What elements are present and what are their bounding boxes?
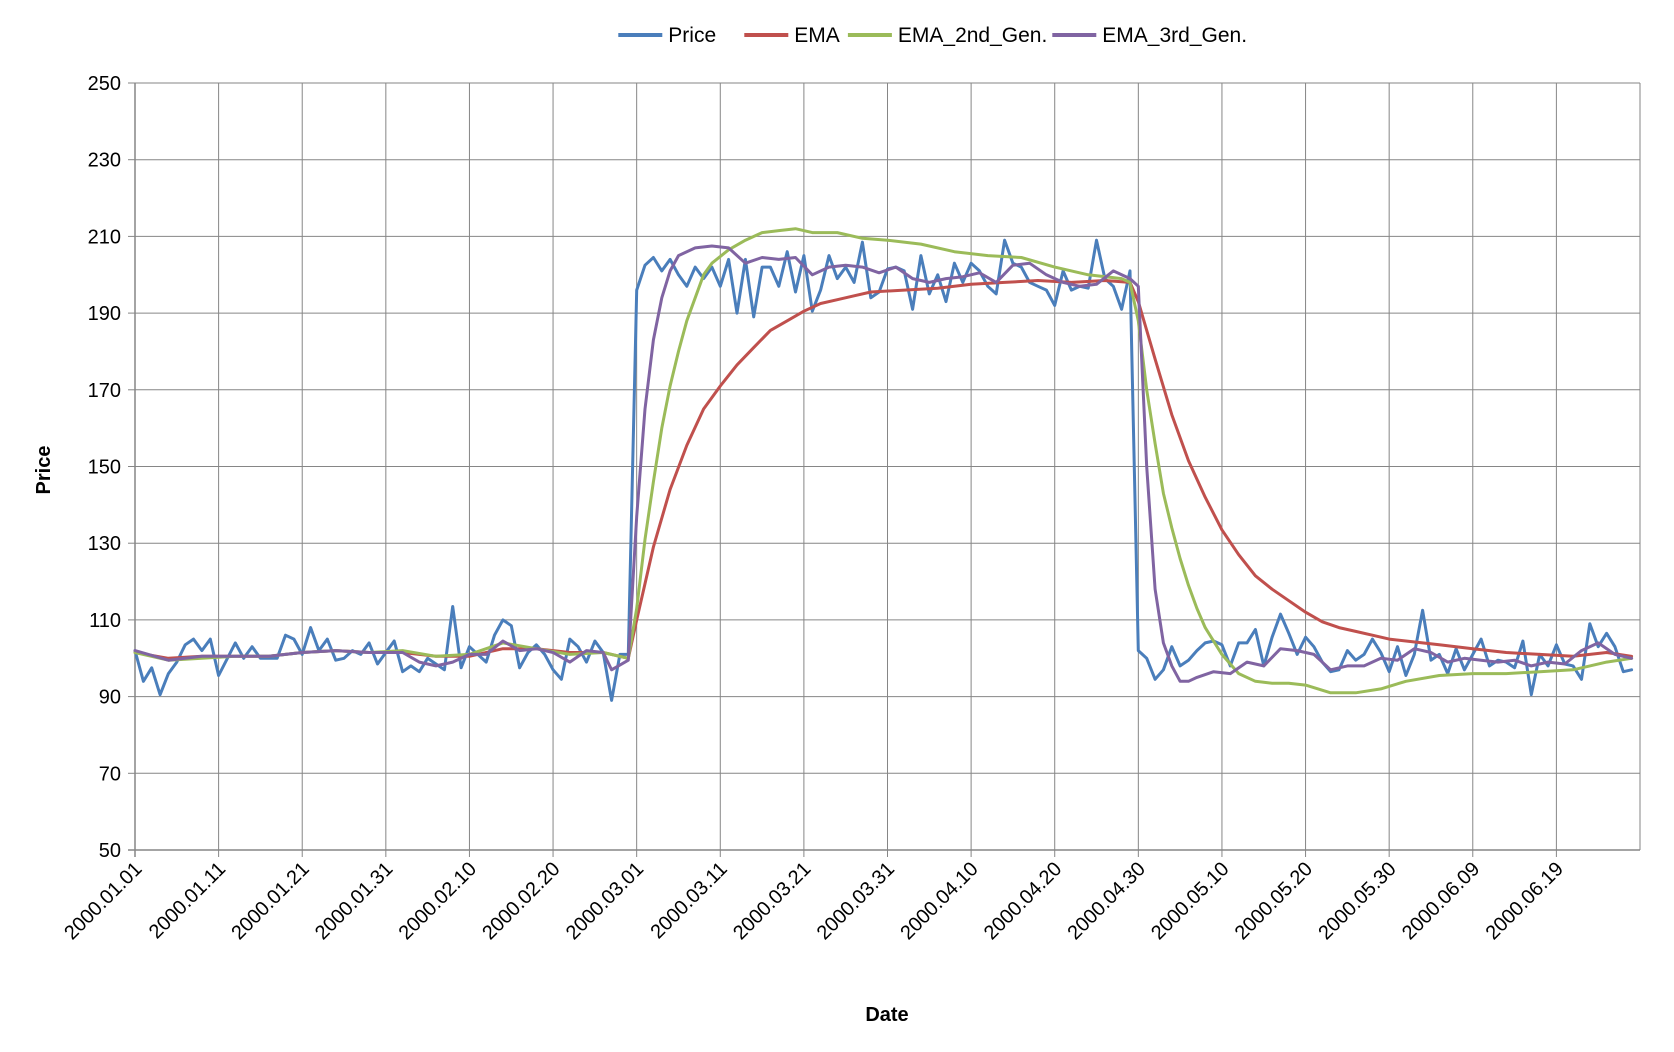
series-line-ema-3rd-gen bbox=[133, 244, 1634, 683]
legend: Price EMA EMA_2nd_Gen. EMA_3rd_Gen. bbox=[618, 24, 1247, 47]
y-tick-label: 90 bbox=[99, 687, 121, 709]
legend-label-ema-2nd-gen: EMA_2nd_Gen. bbox=[898, 24, 1047, 47]
y-tick-label: 250 bbox=[88, 73, 121, 95]
y-tick-label: 130 bbox=[88, 533, 121, 555]
y-tick-labels: 50 70 90 110 130 150 170 190 210 230 250 bbox=[88, 73, 121, 862]
y-tick-label: 110 bbox=[89, 610, 121, 632]
legend-label-ema-3rd-gen: EMA_3rd_Gen. bbox=[1102, 24, 1247, 47]
y-tick-label: 150 bbox=[88, 457, 121, 479]
y-tick-label: 170 bbox=[88, 380, 121, 402]
y-tick-label: 50 bbox=[99, 840, 121, 862]
legend-label-price: Price bbox=[668, 24, 716, 47]
y-tick-label: 230 bbox=[88, 150, 121, 172]
legend-label-ema: EMA bbox=[794, 24, 840, 47]
y-tick-label: 70 bbox=[99, 763, 121, 785]
y-axis-title: Price bbox=[33, 446, 55, 495]
series-line-ema-2nd-gen bbox=[133, 227, 1634, 695]
axes bbox=[128, 83, 1640, 857]
series-lines bbox=[133, 227, 1634, 702]
x-axis-title: Date bbox=[865, 1004, 908, 1026]
y-tick-label: 210 bbox=[88, 226, 121, 248]
y-tick-label: 190 bbox=[88, 303, 121, 325]
